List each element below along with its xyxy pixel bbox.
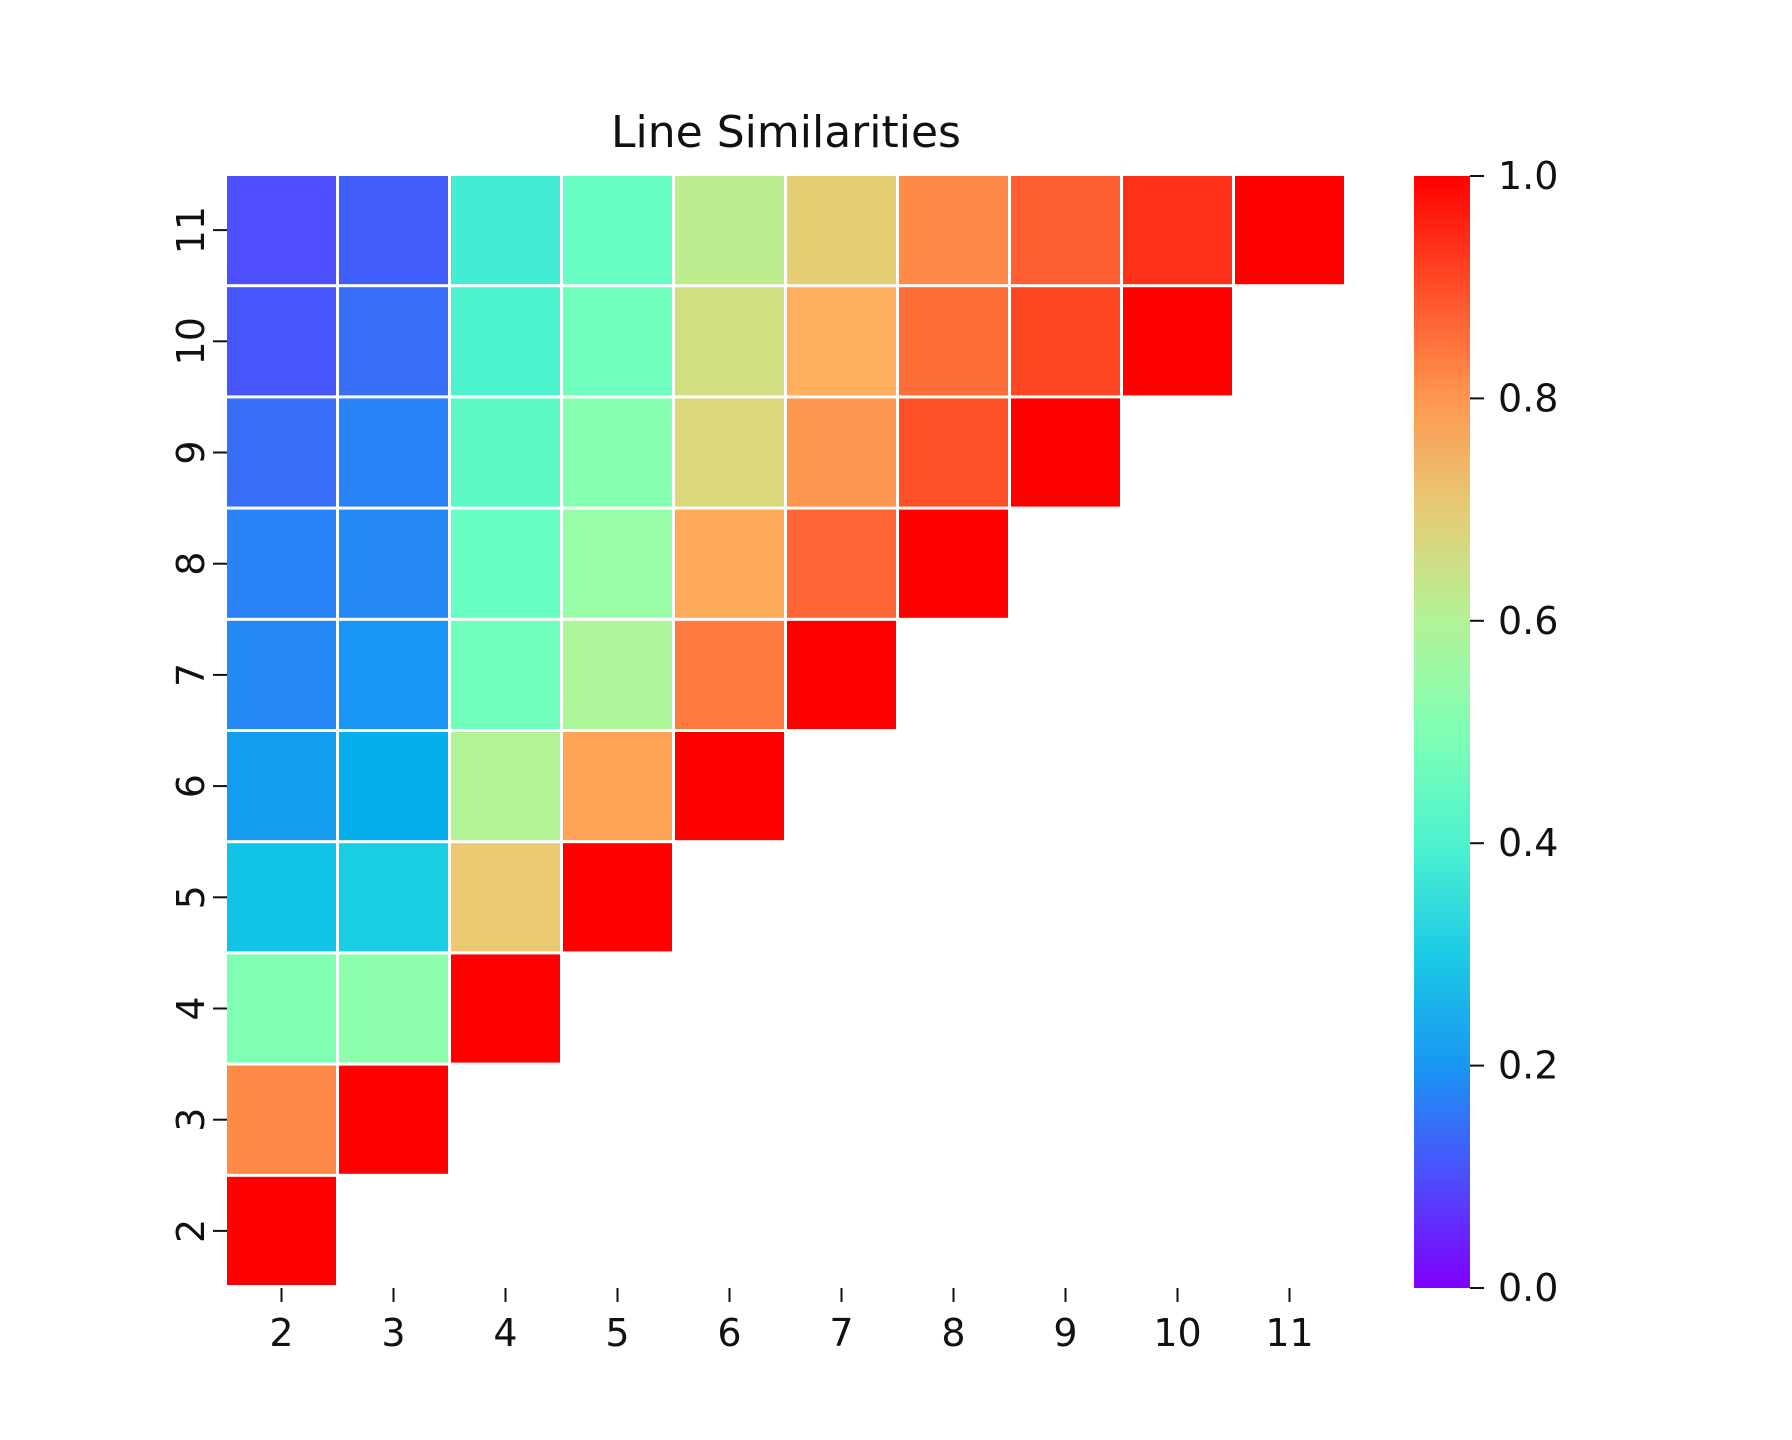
heatmap-cell-6-4 <box>451 732 560 841</box>
heatmap-cell-6-5 <box>563 732 672 841</box>
x-tick-label-11: 11 <box>1265 1311 1313 1355</box>
heatmap-cell-6-3 <box>339 732 448 841</box>
y-tick-label-10: 10 <box>169 317 213 365</box>
heatmap-cell-8-3 <box>339 509 448 618</box>
heatmap-cell-10-4 <box>451 287 560 396</box>
colorbar-tick-label-0.8: 0.8 <box>1498 376 1558 420</box>
heatmap-cell-9-5 <box>563 398 672 507</box>
heatmap-cell-8-5 <box>563 509 672 618</box>
heatmap-cell-3-3 <box>339 1065 448 1174</box>
heatmap-cell-8-8 <box>899 509 1008 618</box>
heatmap-cells <box>227 176 1344 1285</box>
heatmap-cell-11-11 <box>1235 176 1344 285</box>
heatmap-cell-7-2 <box>227 620 336 729</box>
heatmap-cell-5-5 <box>563 843 672 952</box>
heatmap-cell-7-7 <box>787 620 896 729</box>
y-tick-label-8: 8 <box>169 552 213 576</box>
heatmap-cell-7-5 <box>563 620 672 729</box>
heatmap-cell-9-9 <box>1011 398 1120 507</box>
heatmap-cell-11-8 <box>899 176 1008 285</box>
heatmap-cell-4-2 <box>227 954 336 1063</box>
heatmap-cell-9-6 <box>675 398 784 507</box>
heatmap-cell-11-3 <box>339 176 448 285</box>
heatmap-cell-10-5 <box>563 287 672 396</box>
colorbar: 0.0 0.2 0.4 0.6 0.8 1.0 <box>1414 154 1558 1310</box>
x-tick-label-5: 5 <box>605 1311 629 1355</box>
heatmap-cell-8-4 <box>451 509 560 618</box>
heatmap-cell-10-8 <box>899 287 1008 396</box>
heatmap-cell-6-2 <box>227 732 336 841</box>
colorbar-tick-label-0.0: 0.0 <box>1498 1266 1558 1310</box>
heatmap-cell-11-7 <box>787 176 896 285</box>
x-tick-label-10: 10 <box>1153 1311 1201 1355</box>
y-tick-label-7: 7 <box>169 663 213 687</box>
x-tick-label-9: 9 <box>1053 1311 1077 1355</box>
heatmap-cell-10-9 <box>1011 287 1120 396</box>
heatmap-cell-10-2 <box>227 287 336 396</box>
y-axis: 2 3 4 5 6 7 8 9 10 11 <box>169 206 227 1243</box>
y-tick-label-3: 3 <box>169 1108 213 1132</box>
heatmap-cell-7-3 <box>339 620 448 729</box>
x-tick-label-4: 4 <box>493 1311 517 1355</box>
y-tick-label-6: 6 <box>169 774 213 798</box>
y-tick-label-2: 2 <box>169 1219 213 1243</box>
heatmap-cell-4-4 <box>451 954 560 1063</box>
heatmap-cell-9-3 <box>339 398 448 507</box>
x-tick-label-7: 7 <box>829 1311 853 1355</box>
heatmap-cell-2-2 <box>227 1176 336 1285</box>
colorbar-tick-label-0.4: 0.4 <box>1498 821 1558 865</box>
heatmap-cell-5-4 <box>451 843 560 952</box>
heatmap-cell-6-6 <box>675 732 784 841</box>
chart-title: Line Similarities <box>611 107 961 158</box>
heatmap-cell-7-4 <box>451 620 560 729</box>
colorbar-tick-label-1.0: 1.0 <box>1498 154 1558 198</box>
heatmap-cell-7-6 <box>675 620 784 729</box>
heatmap-cell-10-3 <box>339 287 448 396</box>
x-tick-label-2: 2 <box>269 1311 293 1355</box>
x-tick-label-3: 3 <box>381 1311 405 1355</box>
heatmap-cell-11-6 <box>675 176 784 285</box>
heatmap-cell-3-2 <box>227 1065 336 1174</box>
x-tick-label-6: 6 <box>717 1311 741 1355</box>
colorbar-tick-label-0.2: 0.2 <box>1498 1044 1558 1088</box>
heatmap-cell-9-8 <box>899 398 1008 507</box>
heatmap-cell-5-2 <box>227 843 336 952</box>
heatmap-cell-11-2 <box>227 176 336 285</box>
colorbar-gradient <box>1414 176 1470 1288</box>
heatmap-cell-10-6 <box>675 287 784 396</box>
heatmap-cell-8-2 <box>227 509 336 618</box>
heatmap-cell-10-7 <box>787 287 896 396</box>
heatmap-cell-11-9 <box>1011 176 1120 285</box>
heatmap-cell-4-3 <box>339 954 448 1063</box>
heatmap-cell-8-7 <box>787 509 896 618</box>
heatmap-cell-11-4 <box>451 176 560 285</box>
heatmap-cell-9-2 <box>227 398 336 507</box>
heatmap-cell-9-4 <box>451 398 560 507</box>
heatmap-cell-11-5 <box>563 176 672 285</box>
heatmap-cell-5-3 <box>339 843 448 952</box>
heatmap-cell-11-10 <box>1123 176 1232 285</box>
colorbar-tick-label-0.6: 0.6 <box>1498 599 1558 643</box>
heatmap-cell-9-7 <box>787 398 896 507</box>
heatmap-cell-10-10 <box>1123 287 1232 396</box>
y-tick-label-4: 4 <box>169 996 213 1020</box>
y-tick-label-5: 5 <box>169 885 213 909</box>
y-tick-label-9: 9 <box>169 440 213 464</box>
heatmap-cell-8-6 <box>675 509 784 618</box>
x-tick-label-8: 8 <box>941 1311 965 1355</box>
y-tick-label-11: 11 <box>169 206 213 254</box>
x-axis: 2 3 4 5 6 7 8 9 10 11 <box>269 1288 1314 1355</box>
